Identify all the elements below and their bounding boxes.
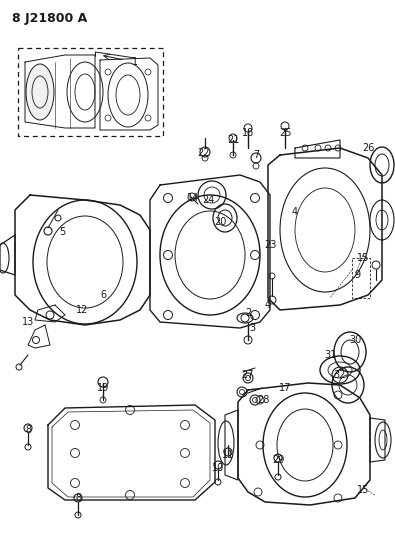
Text: 19: 19 bbox=[97, 383, 109, 393]
Text: 7: 7 bbox=[253, 150, 259, 160]
Text: 24: 24 bbox=[202, 195, 214, 205]
Bar bbox=[18, 48, 163, 136]
Text: 3: 3 bbox=[249, 323, 255, 333]
Text: 11: 11 bbox=[222, 450, 234, 460]
Text: 8 J21800 A: 8 J21800 A bbox=[12, 12, 87, 25]
Text: 26: 26 bbox=[362, 143, 374, 153]
Text: 18: 18 bbox=[242, 128, 254, 138]
Text: 10: 10 bbox=[212, 463, 224, 473]
Text: 22: 22 bbox=[198, 148, 210, 158]
Text: 9: 9 bbox=[354, 270, 360, 280]
Text: 14: 14 bbox=[187, 193, 199, 203]
Text: 31: 31 bbox=[324, 350, 336, 360]
Text: 27: 27 bbox=[242, 370, 254, 380]
Text: 15: 15 bbox=[357, 485, 369, 495]
Text: 4: 4 bbox=[265, 300, 271, 310]
Ellipse shape bbox=[26, 64, 54, 120]
Text: 8: 8 bbox=[25, 425, 31, 435]
Text: 32: 32 bbox=[334, 370, 346, 380]
Text: 25: 25 bbox=[279, 128, 291, 138]
Text: 20: 20 bbox=[214, 217, 226, 227]
Text: 1: 1 bbox=[132, 57, 138, 67]
Bar bbox=[352, 258, 370, 298]
Text: 28: 28 bbox=[257, 395, 269, 405]
Text: 15: 15 bbox=[357, 253, 369, 263]
Text: 23: 23 bbox=[264, 240, 276, 250]
Text: 30: 30 bbox=[349, 335, 361, 345]
Text: 17: 17 bbox=[279, 383, 291, 393]
Text: 13: 13 bbox=[22, 317, 34, 327]
Text: 6: 6 bbox=[100, 290, 106, 300]
Text: 12: 12 bbox=[76, 305, 88, 315]
Text: 29: 29 bbox=[272, 455, 284, 465]
Text: 21: 21 bbox=[227, 135, 239, 145]
Text: 2: 2 bbox=[245, 308, 251, 318]
Text: 4: 4 bbox=[292, 207, 298, 217]
Text: 8: 8 bbox=[75, 493, 81, 503]
Text: 5: 5 bbox=[59, 227, 65, 237]
